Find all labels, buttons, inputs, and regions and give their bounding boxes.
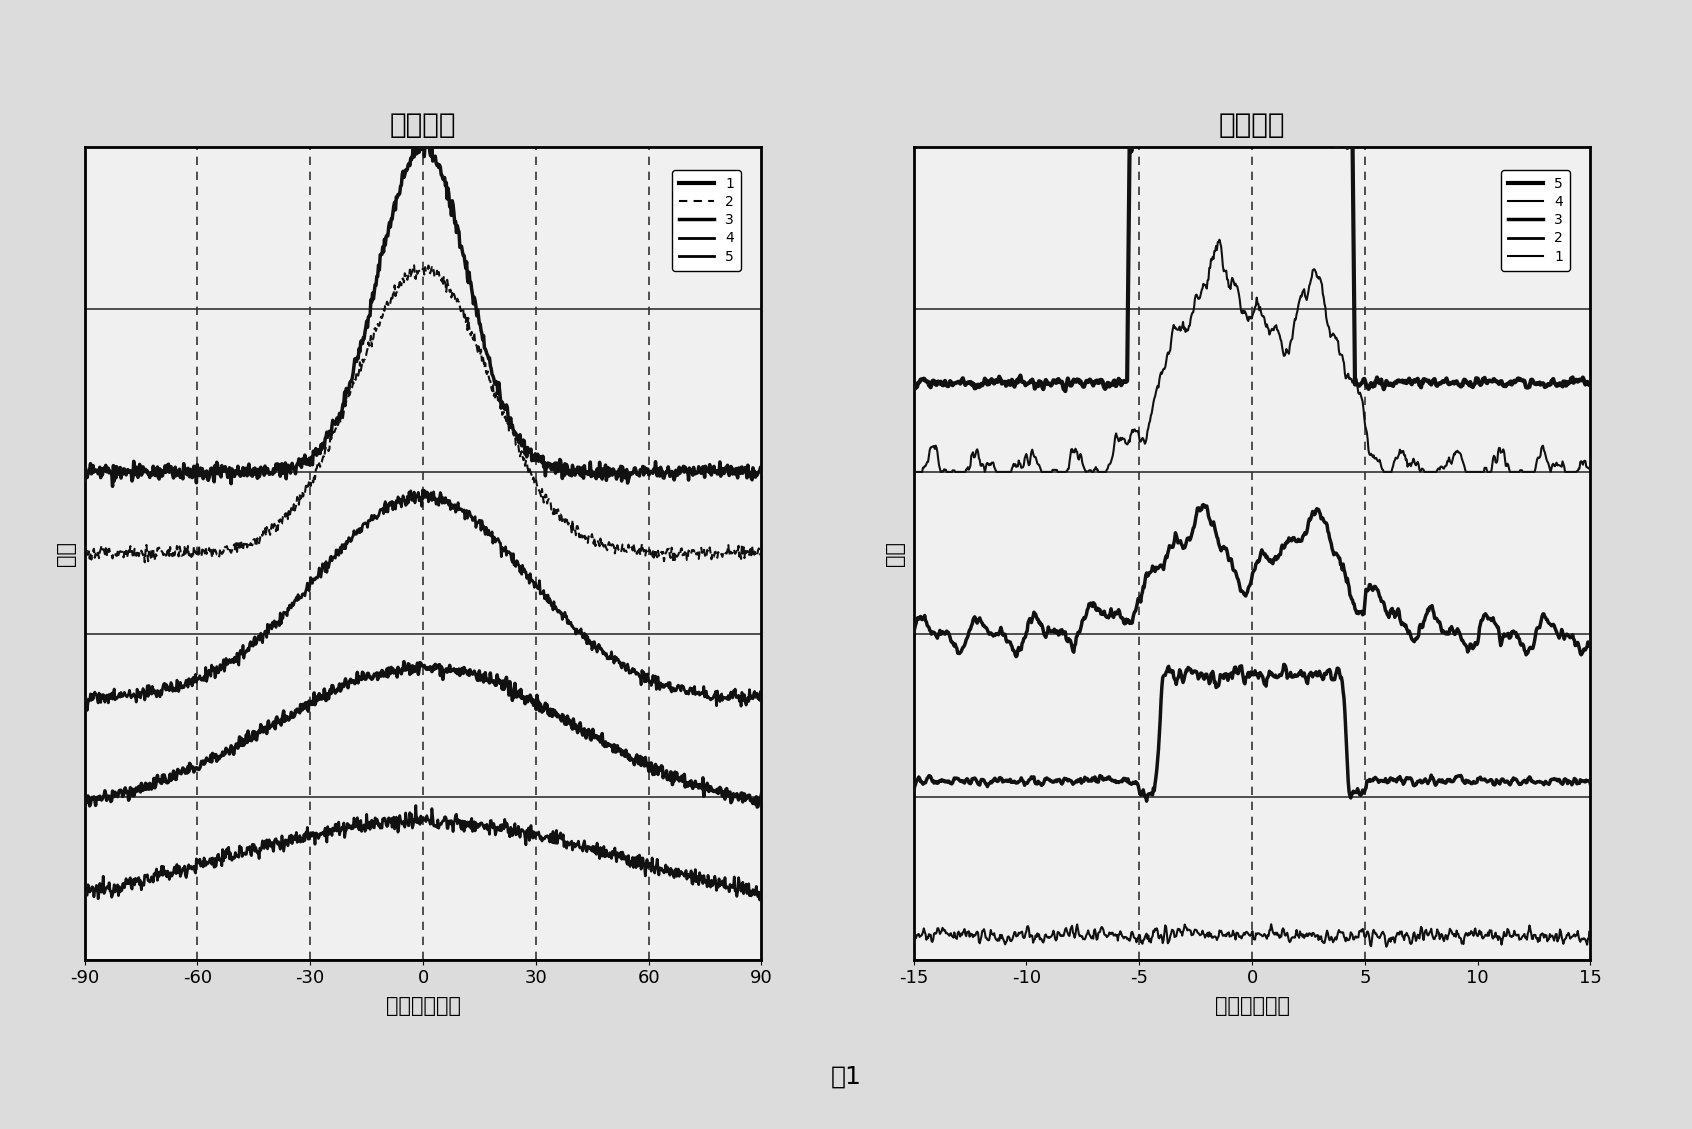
- X-axis label: 角度／（度）: 角度／（度）: [386, 996, 460, 1016]
- Title: 快轴方向: 快轴方向: [389, 111, 457, 139]
- Legend: 5, 4, 3, 2, 1: 5, 4, 3, 2, 1: [1501, 170, 1570, 271]
- Title: 慢轴方向: 慢轴方向: [1218, 111, 1286, 139]
- Legend: 1, 2, 3, 4, 5: 1, 2, 3, 4, 5: [672, 170, 741, 271]
- Y-axis label: 能量: 能量: [56, 541, 76, 566]
- Text: 图1: 图1: [831, 1065, 861, 1088]
- Y-axis label: 能量: 能量: [885, 541, 905, 566]
- X-axis label: 角度／（度）: 角度／（度）: [1215, 996, 1289, 1016]
